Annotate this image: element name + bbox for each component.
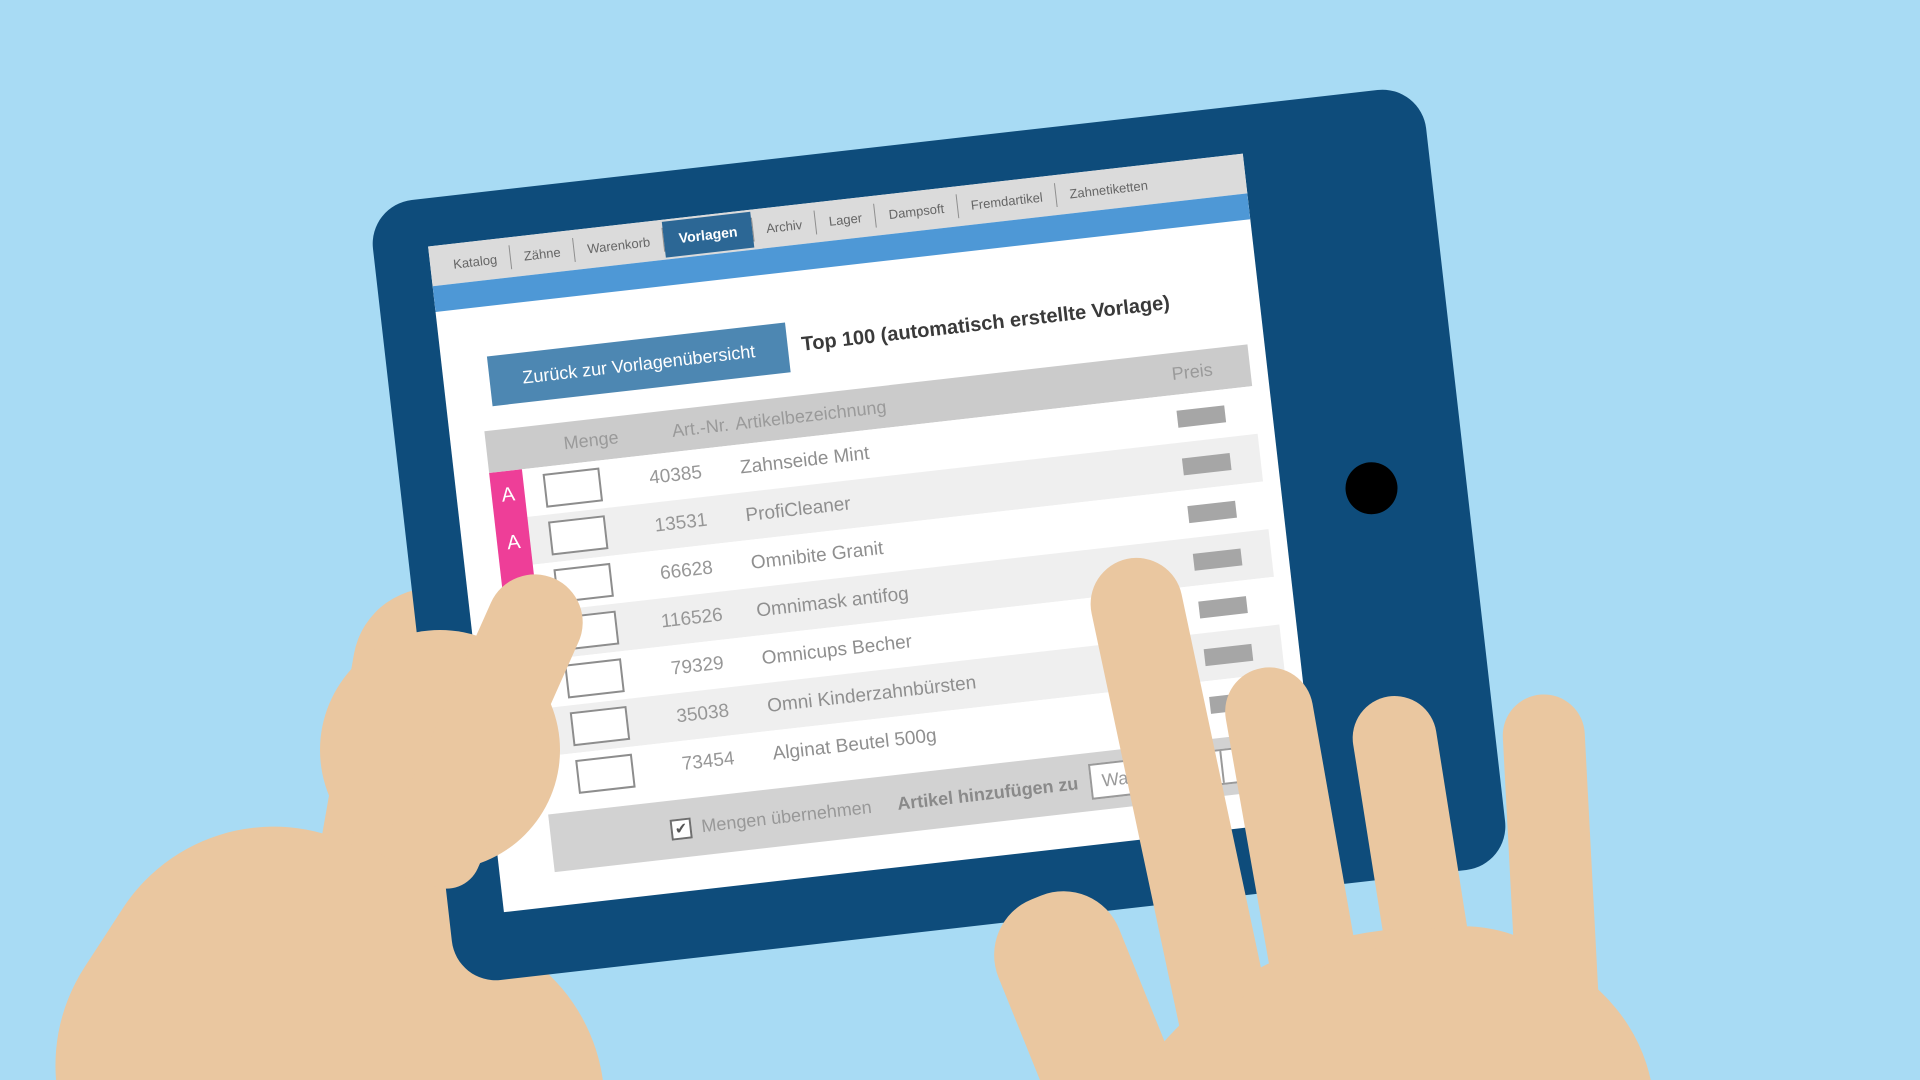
quantity-input[interactable] bbox=[575, 753, 636, 794]
front-camera-icon bbox=[1342, 459, 1401, 517]
tab-zahnetiketten[interactable]: Zahnetiketten bbox=[1068, 177, 1149, 201]
tab-archiv[interactable]: Archiv bbox=[765, 216, 803, 236]
quantity-input[interactable] bbox=[569, 705, 631, 747]
price-redacted-bar bbox=[1176, 405, 1227, 428]
tab-warenkorb[interactable]: Warenkorb bbox=[586, 233, 651, 256]
tab-lager[interactable]: Lager bbox=[827, 209, 863, 229]
price-redacted-bar bbox=[1203, 643, 1254, 667]
tab-fremdartikel[interactable]: Fremdartikel bbox=[969, 189, 1044, 213]
add-to-label: Artikel hinzufügen zu bbox=[896, 772, 1080, 814]
price-redacted-bar bbox=[1198, 596, 1248, 619]
category-a-badge: A bbox=[505, 530, 522, 555]
quantities-checkbox-label: Mengen übernehmen bbox=[700, 796, 873, 836]
tab-dampsoft[interactable]: Dampsoft bbox=[887, 200, 945, 222]
tab-katalog[interactable]: Katalog bbox=[452, 251, 498, 272]
tablet-frame: Katalog Zähne Warenkorb Vorlagen Archiv Lager… bbox=[368, 85, 1511, 985]
quantity-input[interactable] bbox=[564, 658, 625, 699]
category-a-badge: A bbox=[500, 483, 517, 507]
price-redacted-bar bbox=[1187, 500, 1237, 524]
tab-zhne[interactable]: Zähne bbox=[522, 244, 562, 264]
price-redacted-bar bbox=[1181, 453, 1232, 476]
quantity-input[interactable] bbox=[542, 467, 604, 508]
price-redacted-bar bbox=[1192, 548, 1243, 571]
page-title: Top 100 (automatisch erstellte Vorlage) bbox=[800, 291, 1171, 356]
quantities-checkbox[interactable]: ✔ bbox=[669, 816, 693, 841]
back-button[interactable]: Zurück zur Vorlagenübersicht bbox=[486, 322, 791, 407]
quantity-input[interactable] bbox=[548, 515, 609, 556]
